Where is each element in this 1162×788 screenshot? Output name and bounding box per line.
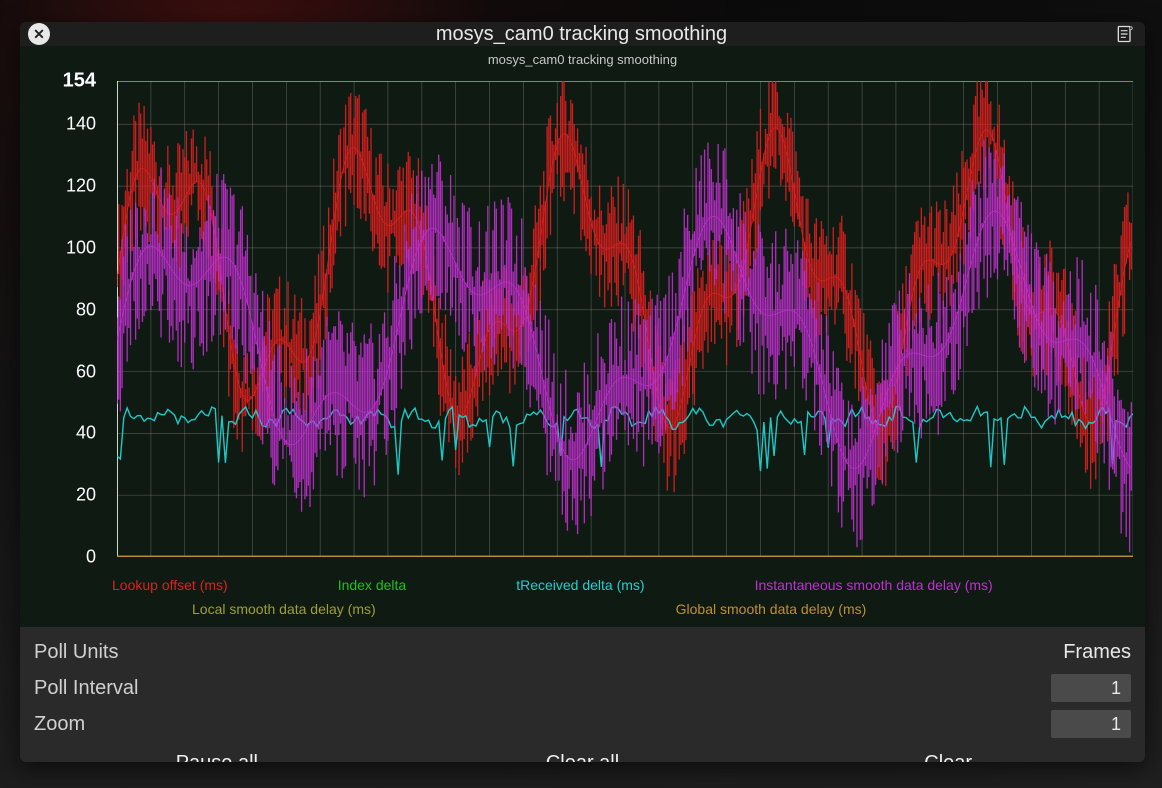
y-axis-labels: 154 0 20 40 60 80 100 120 140: [32, 69, 102, 569]
close-button[interactable]: ✕: [28, 23, 50, 45]
y-tick-label: 20: [76, 485, 96, 506]
titlebar: ✕ mosys_cam0 tracking smoothing: [20, 22, 1145, 46]
y-tick-label: 0: [86, 547, 96, 568]
legend-item-lookup_offset[interactable]: Lookup offset (ms): [112, 577, 228, 593]
legend-item-treceived_delta[interactable]: tReceived delta (ms): [516, 577, 644, 593]
poll-interval-input[interactable]: 1: [1051, 674, 1131, 702]
zoom-input[interactable]: 1: [1051, 710, 1131, 738]
close-icon: ✕: [33, 26, 45, 43]
poll-units-value[interactable]: Frames: [1063, 641, 1131, 664]
y-tick-label: 100: [66, 237, 96, 258]
pause-all-button[interactable]: Pause all: [34, 752, 400, 763]
plot[interactable]: [117, 81, 1133, 557]
controls: Poll Units Frames Poll Interval 1 Zoom 1…: [20, 627, 1145, 762]
y-tick-label: 40: [76, 423, 96, 444]
poll-units-label: Poll Units: [34, 641, 1063, 664]
y-tick-label: 60: [76, 361, 96, 382]
chart-container: mosys_cam0 tracking smoothing 154 0 20 40 60…: [20, 46, 1145, 627]
notes-button[interactable]: [1113, 22, 1137, 46]
button-row: Pause all Clear all Clear: [34, 743, 1131, 762]
zoom-row: Zoom 1: [34, 707, 1131, 741]
y-tick-label: 80: [76, 299, 96, 320]
plot-area: 154 0 20 40 60 80 100 120 140: [32, 69, 1133, 569]
panel-title: mosys_cam0 tracking smoothing: [50, 23, 1113, 46]
zoom-label: Zoom: [34, 713, 1051, 736]
legend: Lookup offset (ms) Index delta tReceived d…: [32, 569, 1133, 619]
poll-units-row: Poll Units Frames: [34, 635, 1131, 669]
tracking-smoothing-panel: ✕ mosys_cam0 tracking smoothing mosys_ca…: [20, 22, 1145, 762]
legend-item-global_smooth[interactable]: Global smooth data delay (ms): [676, 601, 867, 617]
y-tick-label: 140: [66, 114, 96, 135]
legend-item-index_delta[interactable]: Index delta: [338, 577, 407, 593]
y-max-label: 154: [63, 70, 96, 93]
clear-button[interactable]: Clear: [765, 752, 1131, 763]
legend-item-local_smooth[interactable]: Local smooth data delay (ms): [192, 601, 376, 617]
clear-all-button[interactable]: Clear all: [400, 752, 766, 763]
legend-item-inst_smooth[interactable]: Instantaneous smooth data delay (ms): [755, 577, 993, 593]
chart-svg: [117, 81, 1133, 557]
poll-interval-label: Poll Interval: [34, 677, 1051, 700]
notes-icon: [1115, 24, 1135, 44]
chart-subtitle: mosys_cam0 tracking smoothing: [32, 52, 1133, 67]
poll-interval-row: Poll Interval 1: [34, 671, 1131, 705]
y-tick-label: 120: [66, 176, 96, 197]
